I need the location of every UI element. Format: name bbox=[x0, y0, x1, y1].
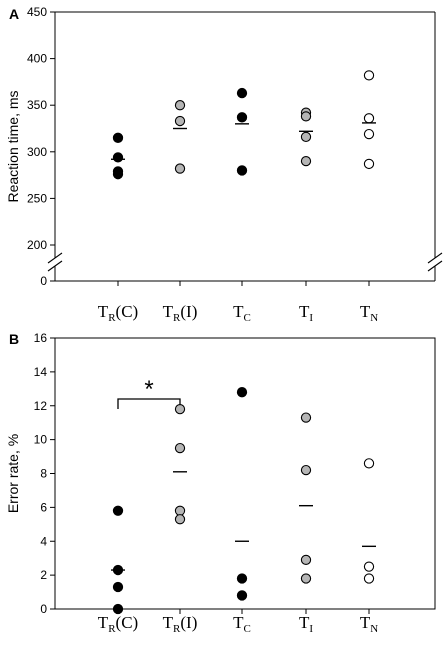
panel-b-x-tick-label: TR(C) bbox=[98, 613, 138, 635]
panel-a-data-point bbox=[236, 112, 248, 123]
panel-b-frame bbox=[54, 337, 436, 610]
panel-label-a: A bbox=[9, 6, 19, 22]
panel-b-y-tick-label: 10 bbox=[34, 433, 48, 447]
panel-a-x-tick-label: TC bbox=[233, 302, 251, 324]
panel-b-data-point bbox=[112, 505, 124, 516]
panel-a-data-point bbox=[112, 152, 124, 163]
panel-b-data-point bbox=[300, 573, 312, 584]
panel-b-data-point bbox=[174, 514, 186, 525]
panel-a-axis-break-right bbox=[427, 252, 443, 264]
panel-a-data-point bbox=[174, 163, 186, 174]
panel-b-y-tick-label: 14 bbox=[34, 365, 48, 379]
panel-b-data-point bbox=[300, 554, 312, 566]
panel-b-data-point bbox=[174, 505, 186, 516]
panel-b-data-point bbox=[363, 573, 375, 584]
panel-a-y-tick-label: 250 bbox=[27, 191, 47, 205]
panel-a-data-point bbox=[300, 131, 312, 143]
panel-b-data-point bbox=[112, 581, 124, 593]
panel-b-data-point bbox=[174, 403, 186, 415]
panel-b-x-tick-label: TI bbox=[299, 613, 313, 635]
panel-a-y-tick-label: 0 bbox=[40, 274, 47, 288]
panel-b-y-tick-label: 6 bbox=[40, 500, 47, 514]
panel-a-data-point bbox=[236, 165, 248, 176]
panel-b-data-point bbox=[236, 590, 248, 601]
panel-a-x-tick-label: TI bbox=[299, 302, 313, 324]
panel-b-y-tick-label: 0 bbox=[40, 602, 47, 616]
panel-b-y-tick-label: 4 bbox=[40, 534, 47, 548]
panel-a-data-point bbox=[174, 100, 186, 111]
panel-a-data-point bbox=[112, 169, 124, 180]
panel-a-data-point bbox=[363, 70, 375, 81]
panel-a-y-tick-label: 200 bbox=[27, 238, 47, 252]
panel-b-data-point bbox=[300, 412, 312, 423]
panel-a-data-point bbox=[112, 132, 124, 143]
panel-a-x-tick-label: TR(I) bbox=[163, 302, 198, 324]
panel-b-x-tick-label: TC bbox=[233, 613, 251, 635]
panel-b-y-tick-label: 8 bbox=[40, 467, 47, 481]
panel-a-axis-break-right bbox=[427, 260, 443, 272]
panel-a-y-tick-label: 450 bbox=[27, 5, 47, 19]
panel-b-y-tick-label: 16 bbox=[34, 331, 48, 345]
panel-b-y-tick-label: 2 bbox=[40, 568, 47, 582]
panel-a-y-axis-label: Reaction time, ms bbox=[5, 90, 21, 202]
panel-b-data-point bbox=[236, 573, 248, 584]
significance-star: * bbox=[144, 376, 153, 403]
panel-b-x-tick-label: TR(I) bbox=[163, 613, 198, 635]
panel-a-y-tick-label: 350 bbox=[27, 98, 47, 112]
panel-a-data-point bbox=[363, 128, 375, 140]
panel-b-x-tick-label: TN bbox=[360, 613, 378, 635]
panel-a-y-tick-label: 300 bbox=[27, 145, 47, 159]
panel-a-axis-break-left bbox=[47, 260, 63, 272]
panel-b-data-point bbox=[112, 603, 124, 615]
panel-a-y-tick-label: 400 bbox=[27, 52, 47, 66]
panel-b-y-tick-label: 12 bbox=[34, 399, 48, 413]
panel-a-axis-break-left bbox=[47, 252, 63, 264]
panel-b-data-point bbox=[300, 464, 312, 476]
panel-b-data-point bbox=[363, 458, 375, 469]
panel-a-data-point bbox=[363, 113, 375, 124]
panel-b-data-point bbox=[174, 442, 186, 454]
panel-a-data-point bbox=[174, 115, 186, 127]
panel-a-data-point bbox=[300, 155, 312, 167]
panel-a-data-point bbox=[300, 111, 312, 122]
panel-a-x-tick-label: TN bbox=[360, 302, 378, 324]
panel-a-data-point bbox=[236, 87, 248, 99]
panel-b-data-point bbox=[236, 387, 248, 398]
panel-a-x-tick-label: TR(C) bbox=[98, 302, 138, 324]
panel-b-data-point bbox=[363, 561, 375, 572]
panel-a-data-point bbox=[363, 158, 375, 170]
panel-label-b: B bbox=[9, 331, 19, 347]
panel-b-y-axis-label: Error rate, % bbox=[5, 434, 21, 513]
